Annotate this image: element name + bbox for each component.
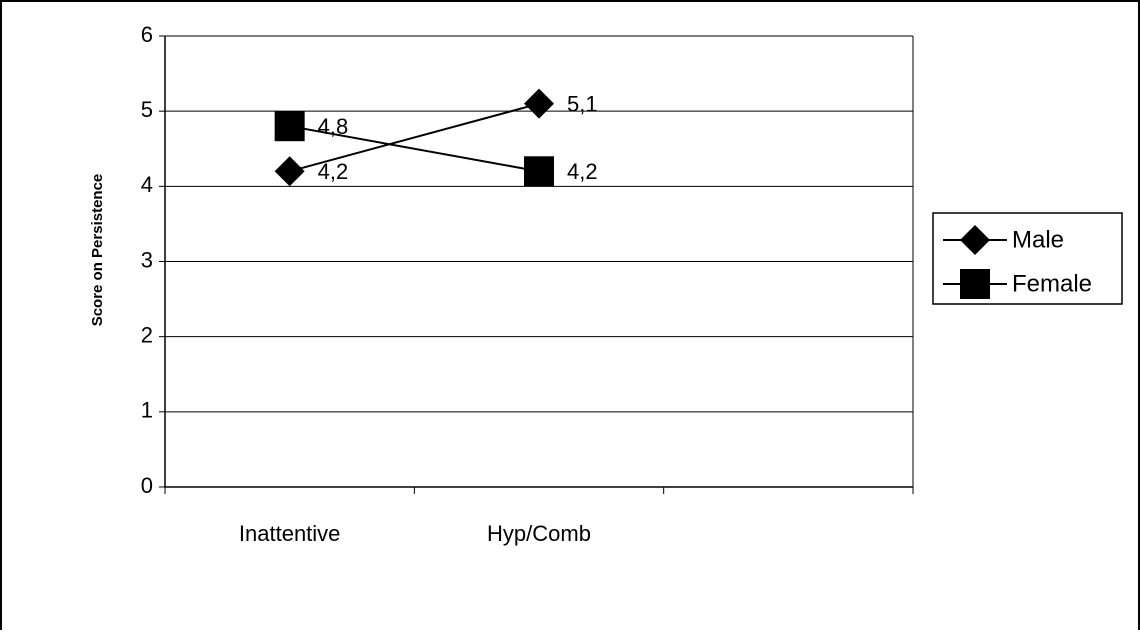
- data-label: 4,8: [318, 114, 349, 139]
- y-axis-label: Score on Persistence: [89, 174, 106, 327]
- marker: [524, 88, 554, 119]
- y-tick-label: 4: [141, 172, 153, 197]
- y-tick-label: 5: [141, 97, 153, 122]
- y-tick-label: 3: [141, 247, 153, 272]
- series-line: [289, 102, 540, 173]
- y-tick-label: 1: [141, 398, 153, 423]
- y-tick-label: 2: [141, 322, 153, 347]
- data-label: 5,1: [567, 91, 598, 116]
- data-label: 4,2: [567, 159, 598, 184]
- x-tick-label: Inattentive: [239, 521, 341, 546]
- y-tick-label: 6: [141, 22, 153, 47]
- marker: [960, 269, 990, 299]
- marker: [274, 111, 305, 142]
- legend-label: Female: [1012, 270, 1092, 297]
- legend-label: Male: [1012, 226, 1064, 253]
- y-tick-label: 0: [141, 473, 153, 498]
- marker: [960, 225, 990, 255]
- marker: [524, 156, 554, 187]
- series-line: [289, 125, 540, 173]
- marker: [274, 156, 305, 187]
- x-tick-label: Hyp/Comb: [487, 521, 591, 546]
- data-label: 4,2: [318, 159, 349, 184]
